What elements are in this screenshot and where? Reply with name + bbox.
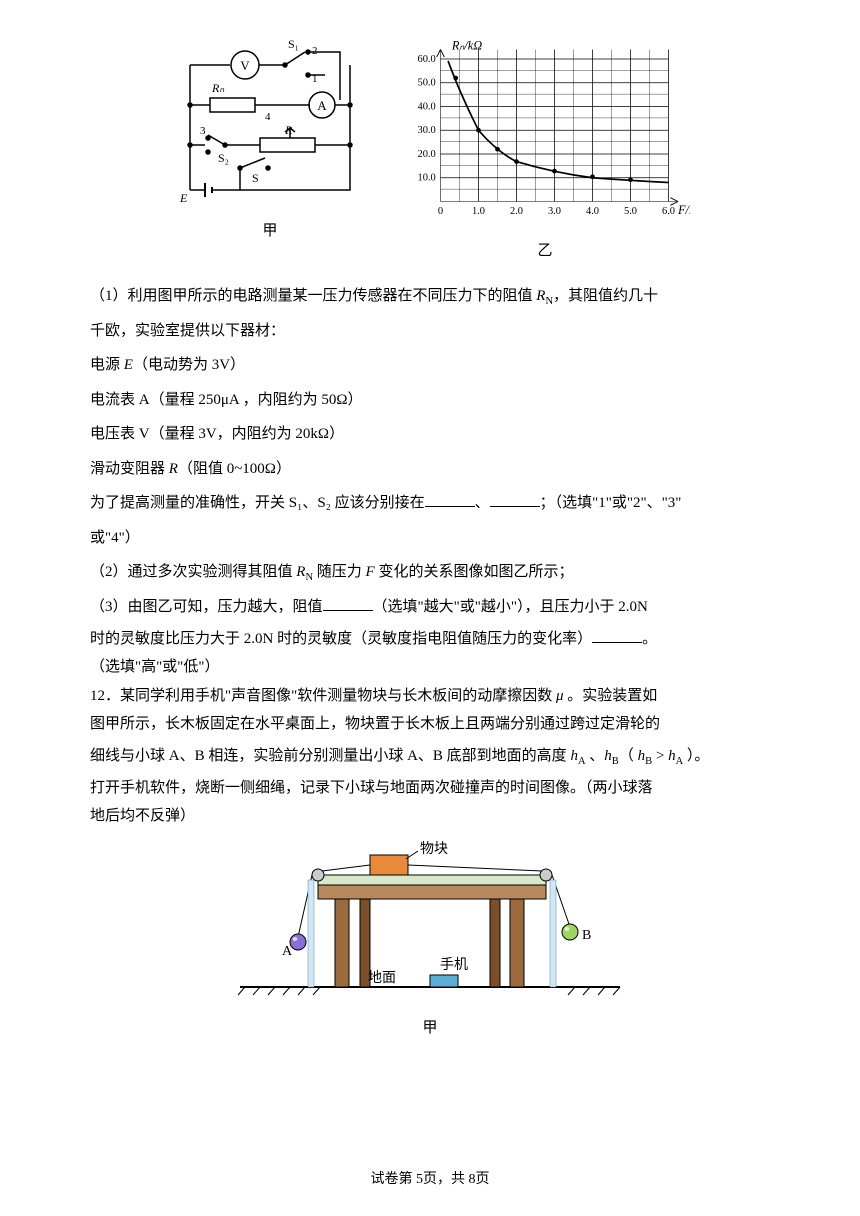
svg-text:E: E [179,191,188,205]
q1-intro2: ，其阻值约几十 [553,288,658,304]
ball-b-label: B [582,928,591,943]
q1-ask2: ；（选填"1"或"2"、"3" [540,495,682,511]
svg-text:30.0: 30.0 [417,125,435,136]
q1-voltmeter: 电压表 V（量程 3V，内阻约为 20kΩ） [90,417,770,452]
q3-c: 时的灵敏度比压力大于 2.0N 时的灵敏度（灵敏度指电阻值随压力的变化率） [90,631,592,647]
svg-text:4.0: 4.0 [586,206,599,217]
svg-text:1: 1 [312,73,318,85]
svg-text:S₂: S₂ [218,151,229,165]
q3-a: （3）由图乙可知，压力越大，阻值 [90,599,323,615]
circuit-caption: 甲 [262,214,277,249]
q3-b: （选填"越大"或"越小"），且压力小于 2.0N [373,599,648,615]
q1-line1: （1）利用图甲所示的电路测量某一压力传感器在不同压力下的阻值 RN，其阻值约几十 [90,279,770,314]
q1-source: 电源 E（电动势为 3V） [90,348,770,383]
svg-text:20.0: 20.0 [417,149,435,160]
svg-text:V: V [240,58,250,73]
q1-rheostat: 滑动变阻器 R（阻值 0~100Ω） [90,452,770,487]
graph-caption: 乙 [537,234,552,269]
q1-line2: 千欧，实验室提供以下器材： [90,314,770,349]
circuit-svg: V A S₁ 2 1 Rₙ 4 3 S₂ R S E [170,40,370,210]
svg-text:60.0: 60.0 [417,54,435,65]
q12-c3: （ [619,748,634,764]
q1-ask1: 为了提高测量的准确性，开关 S₁、S₂ 应该分别接在 [90,495,425,511]
svg-text:1.0: 1.0 [472,206,485,217]
svg-text:F/N: F/N [677,203,690,217]
graph-figure: Rₙ/kΩ F/N 10.0 20.0 30.0 40.0 50.0 60.0 … [400,40,690,269]
q12-c1: 细线与小球 A、B 相连，实验前分别测量出小球 A、B 底部到地面的高度 [90,748,567,764]
q12-line3: 细线与小球 A、B 相连，实验前分别测量出小球 A、B 底部到地面的高度 hA … [90,739,770,774]
blank-s2[interactable] [490,492,540,507]
svg-text:4: 4 [265,111,271,123]
svg-text:5.0: 5.0 [624,206,637,217]
q12-c2: 、 [589,748,604,764]
q3-line1: （3）由图乙可知，压力越大，阻值 （选填"越大"或"越小"），且压力小于 2.0N [90,590,770,625]
q1-ask: 为了提高测量的准确性，开关 S₁、S₂ 应该分别接在 、 ；（选填"1"或"2"、"… [90,486,770,521]
q12-line2: 图甲所示，长木板固定在水平桌面上，物块置于长木板上且两端分别通过跨过定滑轮的 [90,710,770,739]
q3-line3: （选填"高"或"低"） [90,653,770,682]
svg-text:S: S [252,171,259,185]
svg-text:3.0: 3.0 [548,206,561,217]
q3-line2: 时的灵敏度比压力大于 2.0N 时的灵敏度（灵敏度指电阻值随压力的变化率） 。 [90,625,770,654]
svg-text:R: R [284,123,293,137]
page-footer: 试卷第 5页，共 8页 [0,1164,860,1196]
q12-line5: 地后均不反弹） [90,802,770,831]
experiment-svg: 物块 A B 地面 手机 [230,837,630,1007]
block-label: 物块 [420,841,448,857]
circuit-figure: V A S₁ 2 1 Rₙ 4 3 S₂ R S E 甲 [170,40,370,269]
blank-s1[interactable] [425,492,475,507]
svg-text:3: 3 [200,125,206,137]
blank-high-low[interactable] [592,628,642,643]
blank-bigger-smaller[interactable] [323,596,373,611]
q1-ask3: 或"4"） [90,521,770,556]
q3-d: 。 [642,631,657,647]
q12-c5: ）。 [687,748,710,764]
svg-text:Rₙ: Rₙ [211,81,224,95]
q1-ammeter: 电流表 A（量程 250μA ，内阻约为 50Ω） [90,383,770,418]
q12-line1: 12．某同学利用手机"声音图像"软件测量物块与长木板间的动摩擦因数 μ 。实验装… [90,682,770,711]
svg-text:2: 2 [312,45,318,57]
experiment-caption: 甲 [422,1011,437,1046]
svg-text:A: A [317,98,327,113]
svg-text:10.0: 10.0 [417,173,435,184]
q12-c4: > [652,748,668,764]
q2-text: （2）通过多次实验测得其阻值 RN 随压力 F 变化的关系图像如图乙所示； [90,555,770,590]
ball-a-label: A [282,944,293,959]
svg-text:Rₙ/kΩ: Rₙ/kΩ [451,40,482,53]
svg-text:40.0: 40.0 [417,101,435,112]
phone-label: 手机 [440,957,468,973]
svg-text:2.0: 2.0 [510,206,523,217]
svg-text:S₁: S₁ [288,40,299,51]
svg-text:6.0: 6.0 [662,206,675,217]
q1-sep: 、 [475,495,490,511]
graph-svg: Rₙ/kΩ F/N 10.0 20.0 30.0 40.0 50.0 60.0 … [400,40,690,230]
q12-line4: 打开手机软件，烧断一侧细绳，记录下小球与地面两次碰撞声的时间图像。（两小球落 [90,774,770,803]
svg-text:0: 0 [438,206,443,217]
svg-text:50.0: 50.0 [417,78,435,89]
experiment-figure: 物块 A B 地面 手机 甲 [90,837,770,1046]
ground-label: 地面 [368,970,396,986]
figures-row: V A S₁ 2 1 Rₙ 4 3 S₂ R S E 甲 [90,40,770,269]
q1-intro: （1）利用图甲所示的电路测量某一压力传感器在不同压力下的阻值 [90,288,533,304]
